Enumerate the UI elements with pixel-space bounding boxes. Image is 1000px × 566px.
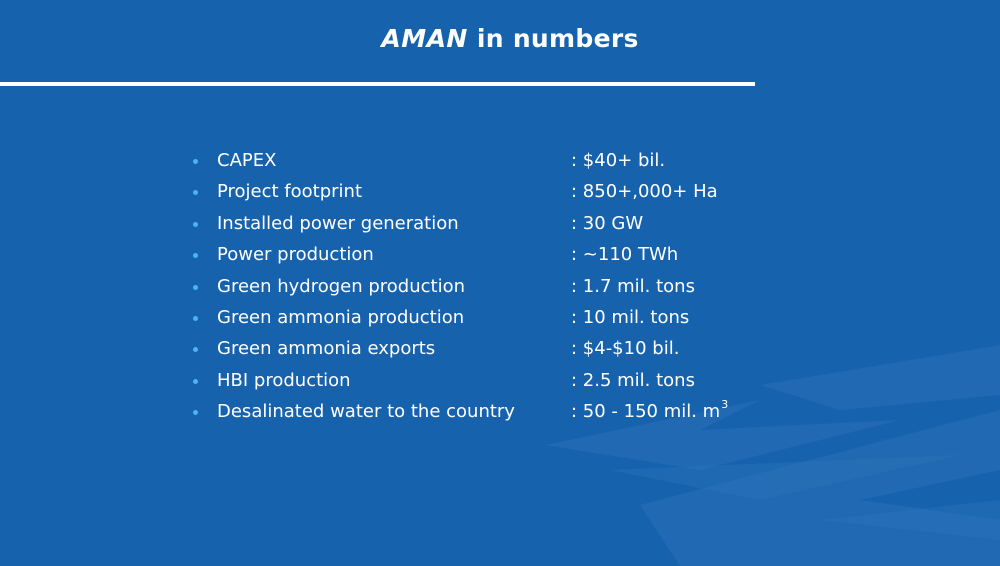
arrow-shape-5 [610,455,960,500]
bullet-icon [193,190,198,196]
stat-label: Green ammonia exports [217,338,436,360]
stat-value: : 30 GW [571,213,643,234]
list-item: Project footprint : 850+,000+ Ha [193,177,793,208]
stat-label: Installed power generation [217,212,459,234]
stat-value: : $4-$10 bil. [571,338,679,359]
stat-value-text: : $40+ bil. [571,150,666,171]
stat-label: CAPEX [217,150,277,171]
list-item: Power production : ~110 TWh [193,240,793,271]
stat-label: HBI production [217,369,351,391]
bullet-icon [193,284,198,290]
title-brand: AMAN [381,24,468,53]
stat-label: Power production [217,244,374,266]
bullet-icon [193,315,198,321]
stat-value-text: : 50 - 150 mil. m [571,401,721,423]
bullet-icon [193,221,198,227]
arrow-shape-2 [640,410,1000,566]
stat-value: : 50 - 150 mil. m3 [571,398,729,423]
stat-value: : $40+ bil. [571,150,665,171]
stat-value: : ~110 TWh [571,244,678,265]
list-item: HBI production : 2.5 mil. tons [193,366,793,397]
stats-list: CAPEX : $40+ bil. Project footprint : 85… [193,146,793,429]
arrow-shape-4 [880,430,1000,455]
stat-value: : 2.5 mil. tons [571,370,695,391]
page-title: AMAN in numbers [0,20,1000,58]
list-item: CAPEX : $40+ bil. [193,146,793,177]
bullet-icon [193,159,198,164]
list-item: Green ammonia production : 10 mil. tons [193,303,793,334]
bullet-icon [193,253,198,259]
stat-value-text: : 10 mil. tons [571,306,690,328]
stat-value-text: : 2.5 mil. tons [571,369,695,391]
stat-label: Green hydrogen production [217,275,466,297]
stat-value: : 1.7 mil. tons [571,276,695,297]
arrow-shape-6 [820,500,1000,540]
list-item: Installed power generation : 30 GW [193,209,793,240]
stat-label: Desalinated water to the country [217,401,515,423]
superscript-exponent: 3 [721,398,729,412]
stat-value-text: : 30 GW [571,212,644,234]
bullet-icon [193,410,198,416]
stat-value: : 10 mil. tons [571,307,689,328]
stat-value-text: : $4-$10 bil. [571,338,680,360]
title-divider [0,82,755,86]
stat-value-text: : 850+,000+ Ha [571,181,718,203]
list-item: Green ammonia exports : $4-$10 bil. [193,334,793,365]
title-text: in numbers [476,24,639,53]
list-item: Desalinated water to the country : 50 - … [193,397,793,428]
stat-value-text: : ~110 TWh [571,244,679,266]
list-item: Green hydrogen production : 1.7 mil. ton… [193,272,793,303]
stat-label: Project footprint [217,181,363,203]
bullet-icon [193,378,198,384]
stat-label: Green ammonia production [217,306,465,328]
arrow-shape-3 [760,345,1000,410]
stat-value: : 850+,000+ Ha [571,181,718,202]
stat-value-text: : 1.7 mil. tons [571,275,695,297]
bullet-icon [193,347,198,353]
